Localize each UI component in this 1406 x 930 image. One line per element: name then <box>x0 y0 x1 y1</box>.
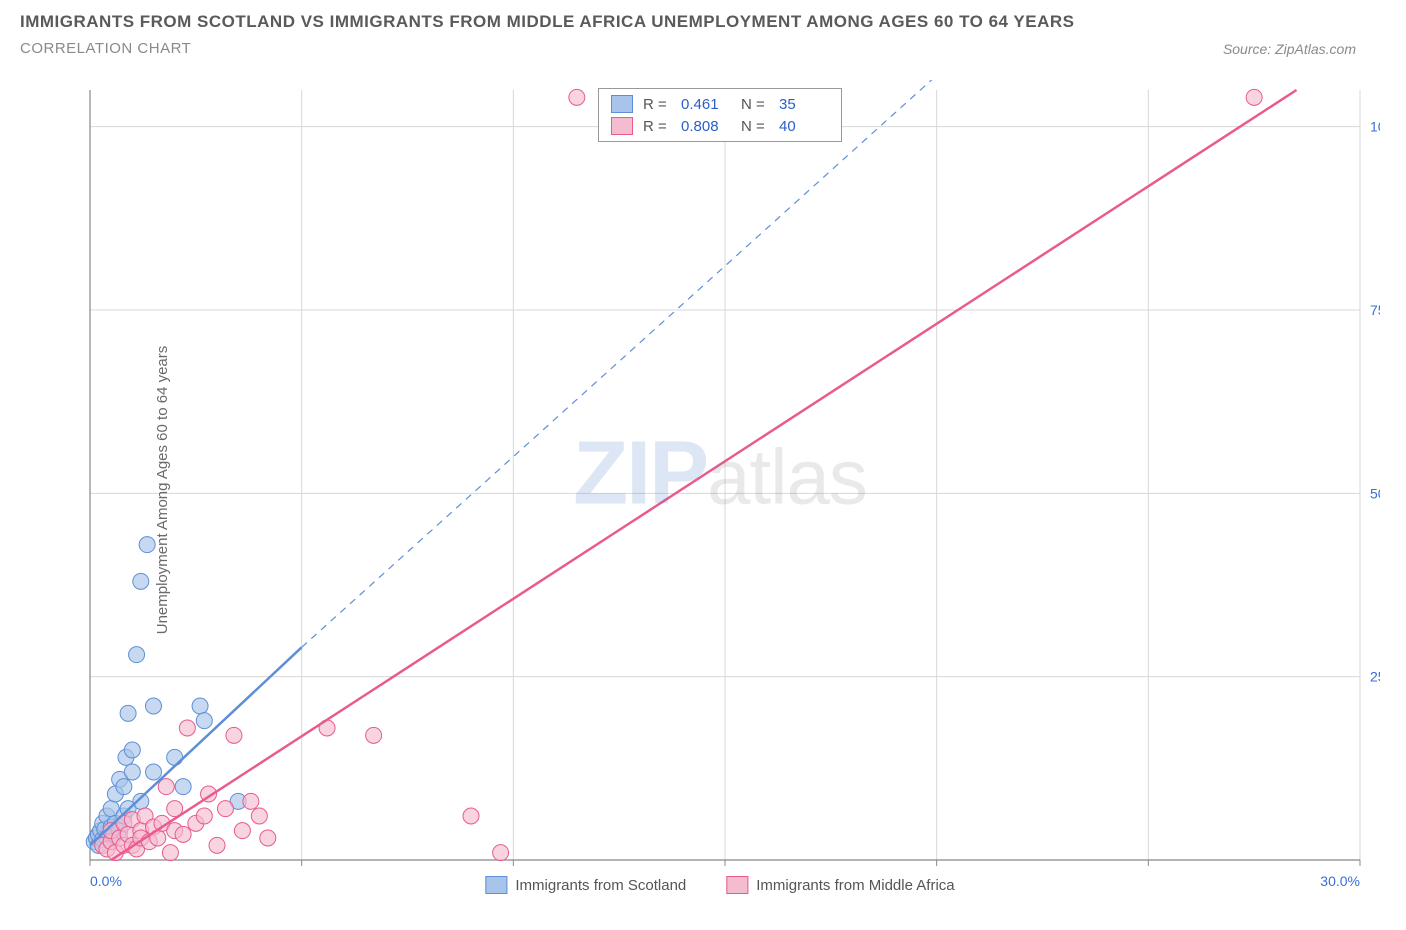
source-attribution: Source: ZipAtlas.com <box>1223 41 1386 57</box>
y-axis-label: Unemployment Among Ages 60 to 64 years <box>154 346 171 635</box>
n-label: N = <box>741 118 769 135</box>
swatch-scotland <box>611 95 633 113</box>
legend-label-scotland: Immigrants from Scotland <box>515 877 686 894</box>
source-label: Source: <box>1223 41 1271 57</box>
r-value-scotland: 0.461 <box>681 96 731 113</box>
source-value: ZipAtlas.com <box>1275 41 1356 57</box>
legend-row-middle-africa: R = 0.808 N = 40 <box>611 117 829 135</box>
subtitle-row: CORRELATION CHART Source: ZipAtlas.com <box>20 40 1386 57</box>
r-value-middle-africa: 0.808 <box>681 118 731 135</box>
chart-area: Unemployment Among Ages 60 to 64 years 0… <box>60 80 1380 900</box>
svg-text:30.0%: 30.0% <box>1320 873 1360 889</box>
swatch-middle-africa <box>726 876 748 894</box>
legend-item-middle-africa: Immigrants from Middle Africa <box>726 876 954 894</box>
series-legend: Immigrants from Scotland Immigrants from… <box>485 876 954 894</box>
svg-text:0.0%: 0.0% <box>90 873 122 889</box>
swatch-middle-africa <box>611 117 633 135</box>
n-value-middle-africa: 40 <box>779 118 829 135</box>
svg-text:50.0%: 50.0% <box>1370 485 1380 501</box>
legend-label-middle-africa: Immigrants from Middle Africa <box>756 877 954 894</box>
chart-header: IMMIGRANTS FROM SCOTLAND VS IMMIGRANTS F… <box>0 0 1406 61</box>
n-value-scotland: 35 <box>779 96 829 113</box>
correlation-legend: R = 0.461 N = 35 R = 0.808 N = 40 <box>598 88 842 142</box>
svg-text:25.0%: 25.0% <box>1370 669 1380 685</box>
svg-text:100.0%: 100.0% <box>1370 119 1380 135</box>
chart-subtitle: CORRELATION CHART <box>20 40 191 57</box>
svg-text:75.0%: 75.0% <box>1370 302 1380 318</box>
swatch-scotland <box>485 876 507 894</box>
r-label: R = <box>643 118 671 135</box>
legend-row-scotland: R = 0.461 N = 35 <box>611 95 829 113</box>
chart-title: IMMIGRANTS FROM SCOTLAND VS IMMIGRANTS F… <box>20 12 1386 32</box>
legend-item-scotland: Immigrants from Scotland <box>485 876 686 894</box>
n-label: N = <box>741 96 769 113</box>
r-label: R = <box>643 96 671 113</box>
scatter-plot-svg: 0.0% 30.0% 25.0% 50.0% 75.0% 100.0% <box>60 80 1380 900</box>
